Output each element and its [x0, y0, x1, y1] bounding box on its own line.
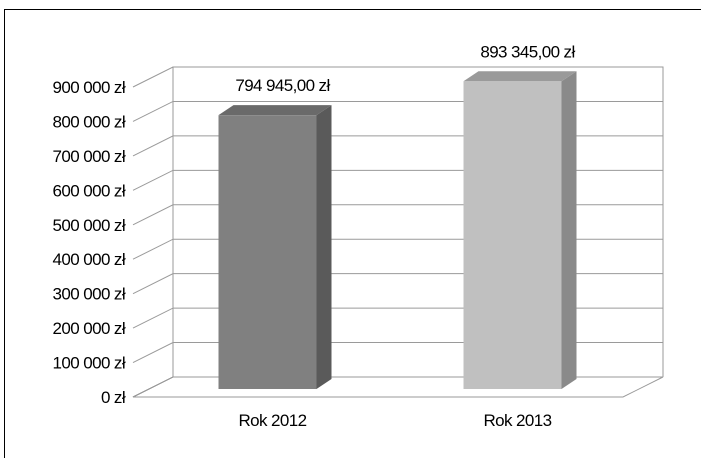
gridline: [132, 204, 663, 226]
bar-side: [561, 71, 577, 390]
y-tick-label: 200 000 zł: [53, 319, 126, 338]
bar-front: [463, 81, 562, 390]
y-tick-label: 500 000 zł: [53, 216, 126, 235]
gridline: [132, 307, 663, 329]
chart-frame: [4, 9, 701, 458]
y-tick-label: 700 000 zł: [53, 147, 126, 166]
gridline: [132, 238, 663, 260]
data-label: 794 945,00 zł: [235, 76, 330, 95]
gridline: [132, 342, 663, 364]
category-label: Rok 2012: [239, 411, 307, 430]
bar: [463, 71, 577, 390]
bar-front: [218, 115, 317, 389]
y-tick-label: 300 000 zł: [53, 285, 126, 304]
gridline: [132, 376, 663, 398]
data-labels: 794 945,00 zł 893 345,00 zł: [235, 42, 576, 95]
gridline: [132, 100, 663, 122]
gridline: [132, 169, 663, 191]
y-tick-label: 900 000 zł: [53, 78, 126, 97]
gridline: [132, 135, 663, 157]
bar: [218, 105, 332, 389]
bar-side: [316, 105, 332, 389]
y-axis-tick-labels: 0 zł 100 000 zł 200 000 zł 300 000 zł 400 00…: [53, 78, 127, 407]
category-label: Rok 2013: [484, 411, 552, 430]
y-tick-label: 400 000 zł: [53, 250, 126, 269]
gridlines: [132, 66, 663, 398]
bar-top: [463, 71, 577, 82]
gridline: [132, 273, 663, 295]
y-tick-label: 600 000 zł: [53, 181, 126, 200]
y-tick-label: 800 000 zł: [53, 112, 126, 131]
bar-top: [218, 105, 332, 116]
y-tick-label: 100 000 zł: [53, 354, 126, 373]
gridline: [132, 66, 663, 88]
data-label: 893 345,00 zł: [480, 42, 575, 61]
x-axis-category-labels: Rok 2012 Rok 2013: [239, 411, 553, 430]
back-wall: [132, 66, 664, 398]
floor: [132, 376, 664, 398]
bars: [218, 71, 577, 390]
chart-walls: [132, 66, 664, 398]
y-tick-label: 0 zł: [101, 388, 126, 407]
